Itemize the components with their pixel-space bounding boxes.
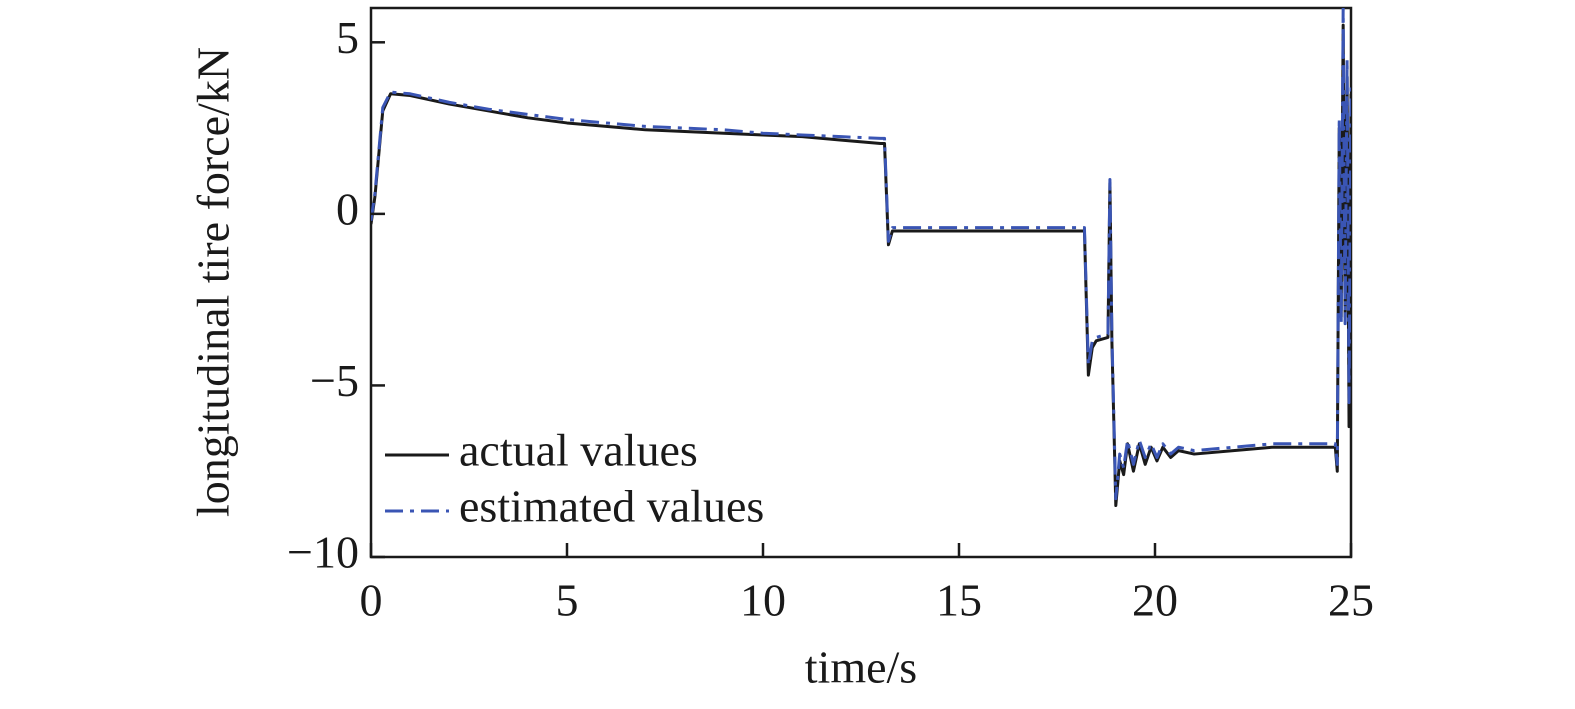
y-tick-label: −5 [310,355,359,406]
y-tick-label: −10 [287,527,359,578]
y-tick-label: 0 [336,183,359,234]
x-axis-label: time/s [805,642,917,693]
data-line [371,8,1351,501]
data-line [371,23,1351,508]
x-tick-label: 25 [1328,575,1374,626]
x-tick-label: 10 [740,575,786,626]
x-tick-label: 0 [360,575,383,626]
x-tick-label: 5 [556,575,579,626]
y-axis-label: longitudinal tire force/kN [188,47,239,517]
legend-label: actual values [459,425,698,476]
y-tick-label: 5 [336,12,359,63]
x-tick-label: 15 [936,575,982,626]
legend-label: estimated values [459,481,764,532]
x-tick-label: 20 [1132,575,1178,626]
plot-lines [371,8,1351,508]
